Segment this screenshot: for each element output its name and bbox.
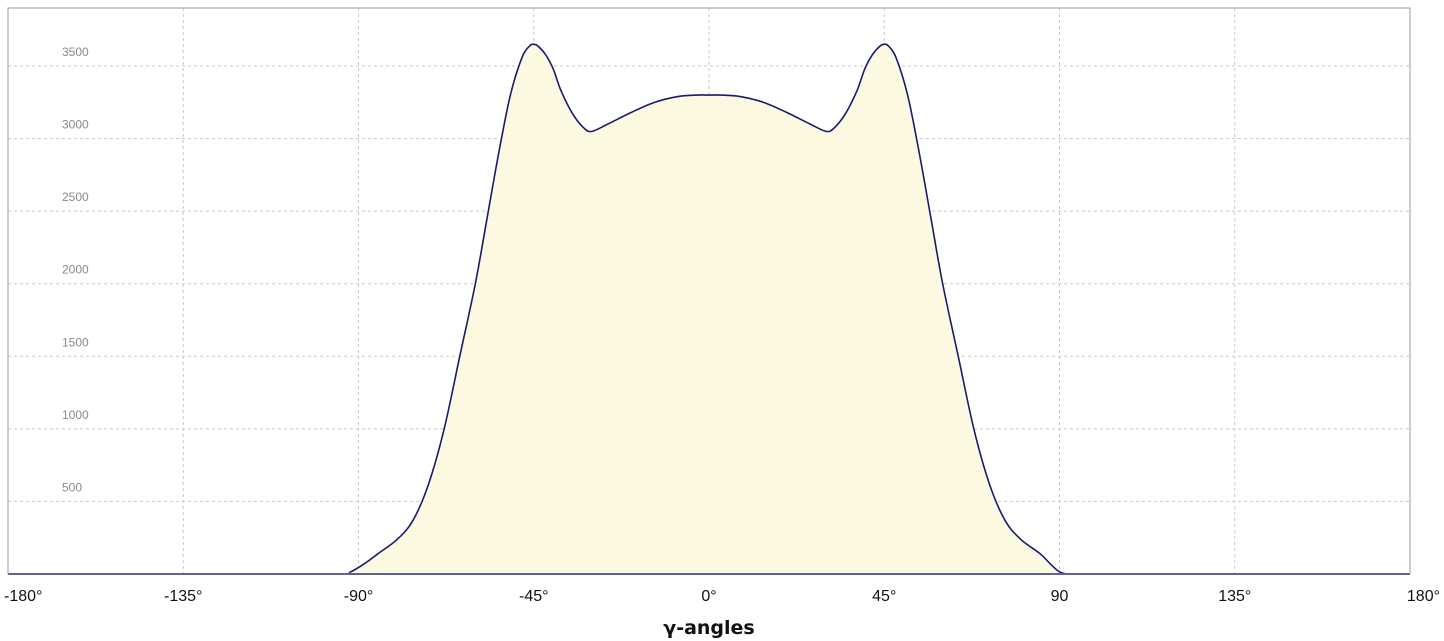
- y-tick-label-1500: 1500: [62, 335, 89, 349]
- x-tick-label-6: 90: [1051, 588, 1069, 605]
- y-tick-label-2000: 2000: [62, 263, 89, 277]
- x-tick-label-5: 45°: [872, 588, 896, 605]
- series-area-fill: [8, 44, 1410, 575]
- x-tick-label-1: -135°: [164, 588, 202, 605]
- x-tick-label-8: 180°: [1407, 588, 1440, 605]
- x-axis-title: γ-angles: [663, 617, 754, 639]
- y-tick-label-1000: 1000: [62, 408, 89, 422]
- x-tick-label-4: 0°: [701, 588, 716, 605]
- y-tick-label-500: 500: [62, 480, 82, 494]
- x-tick-label-7: 135°: [1218, 588, 1251, 605]
- x-tick-label-3: -45°: [519, 588, 549, 605]
- y-tick-label-3000: 3000: [62, 118, 89, 132]
- series-line: [8, 43, 1410, 575]
- y-tick-labels: 500 1000 1500 2000 2500 3000 3500: [62, 45, 89, 494]
- x-tick-label-2: -90°: [344, 588, 374, 605]
- y-tick-label-3500: 3500: [62, 45, 89, 59]
- x-tick-label-0: -180°: [4, 588, 42, 605]
- plot-frame: [7, 7, 1411, 575]
- y-tick-label-2500: 2500: [62, 190, 89, 204]
- x-tick-labels: -180° -135° -90° -45° 0° 45° 90 135° 180°: [4, 588, 1440, 605]
